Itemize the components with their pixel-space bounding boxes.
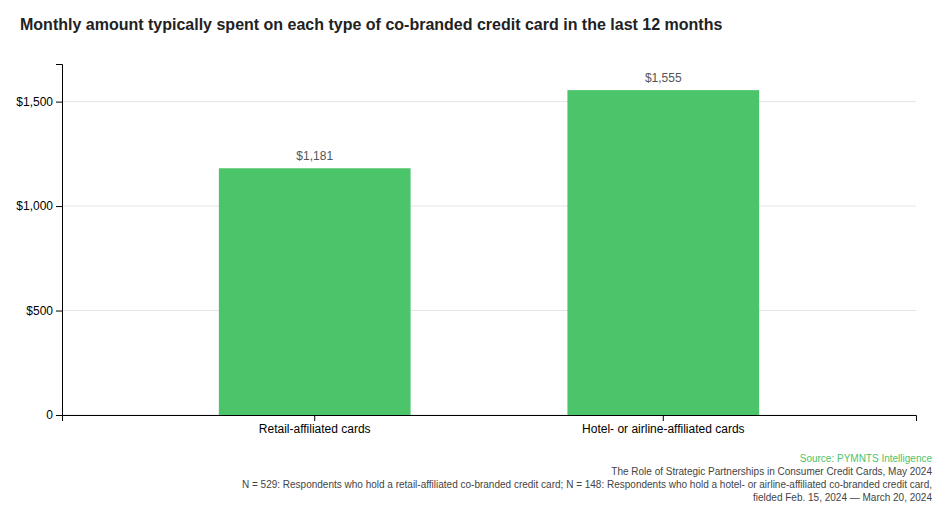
y-tick: $500 [26,304,62,318]
grid-line [62,310,916,311]
x-axis-line [63,416,917,422]
y-tick-label: $1,000 [16,199,53,213]
x-tick-label: Hotel- or airline-affiliated cards [582,422,745,436]
plot: 0 $500 $1,000 $1,500 Retail-affiliated cards… [16,65,916,436]
footnote: fielded Feb. 15, 2024 — March 20, 2024 [753,492,932,503]
y-axis-line [56,65,63,416]
data-labels: $1,181 $1,555 [296,71,682,163]
footnote: N = 529: Respondents who hold a retail-a… [242,479,932,490]
y-axis: 0 $500 $1,000 $1,500 [16,65,62,423]
x-axis: Retail-affiliated cards Hotel- or airline… [63,415,917,436]
y-tick-label: 0 [46,408,53,422]
y-tick: 0 [46,408,62,422]
y-tick-label: $1,500 [16,95,53,109]
footnotes: Source: PYMNTS Intelligence The Role of S… [242,453,932,503]
y-tick-mark [56,102,62,103]
bars [219,90,759,415]
y-tick: $1,000 [16,199,62,213]
x-tick-label: Retail-affiliated cards [259,422,371,436]
y-tick-mark [56,311,62,312]
grid-line [62,206,916,207]
footnote: The Role of Strategic Partnerships in Co… [611,466,932,477]
footnote: Source: PYMNTS Intelligence [800,453,933,464]
data-label: $1,181 [296,149,333,163]
title: Monthly amount typically spent on each t… [20,16,722,33]
bar [567,90,759,415]
y-tick-mark [56,415,62,416]
x-tick: Hotel- or airline-affiliated cards [582,415,745,436]
data-label: $1,555 [645,71,682,85]
y-tick: $1,500 [16,95,62,109]
x-tick-mark [314,415,315,421]
y-tick-mark [56,206,62,207]
chart: Monthly amount typically spent on each t… [0,0,946,509]
y-tick-label: $500 [26,304,53,318]
x-tick: Retail-affiliated cards [259,415,371,436]
bar [219,168,411,415]
grid [62,102,916,415]
x-tick-mark [663,415,664,421]
grid-line [62,101,916,102]
